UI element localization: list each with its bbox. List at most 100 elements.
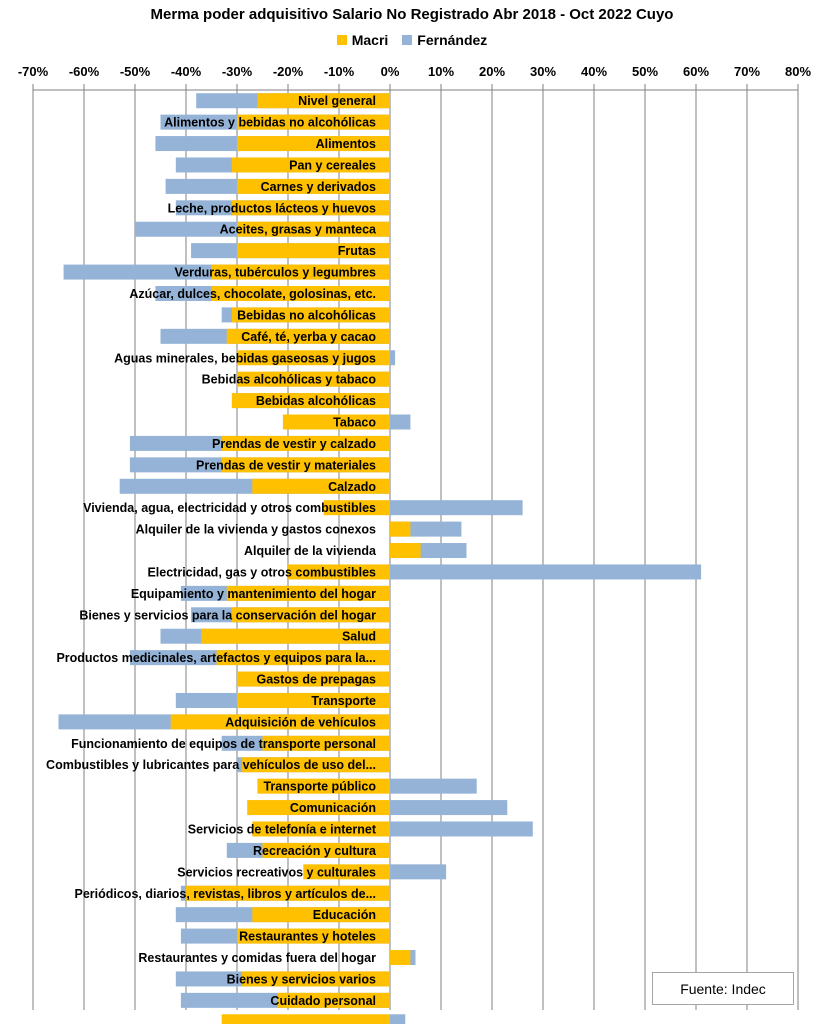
category-label: Combustibles y lubricantes para vehículo… xyxy=(46,758,376,772)
bar-macri xyxy=(257,778,390,794)
bar-fernandez xyxy=(390,350,396,366)
category-label: Gastos de prepagas xyxy=(257,673,377,687)
category-label: Nivel general xyxy=(298,94,376,108)
category-label: Azúcar, dulces, chocolate, golosinas, et… xyxy=(129,287,376,301)
bar-macri xyxy=(237,136,390,152)
bar-macri xyxy=(237,371,390,387)
bar-macri xyxy=(303,864,390,880)
category-label: Bienes y servicios para la conservación … xyxy=(79,608,376,622)
category-label: Calzado xyxy=(328,480,376,494)
category-label: Bebidas alcohólicas y tabaco xyxy=(202,373,377,387)
x-tick-label: 70% xyxy=(734,64,760,79)
bar-macri xyxy=(226,585,390,601)
x-tick-label: -20% xyxy=(273,64,304,79)
bar-fernandez xyxy=(390,564,702,580)
bar-fernandez xyxy=(390,500,523,516)
bar-macri xyxy=(170,714,390,730)
x-tick-label: 0% xyxy=(381,64,400,79)
bar-macri xyxy=(237,178,390,194)
x-tick-label: 20% xyxy=(479,64,505,79)
bar-macri xyxy=(237,221,390,237)
bar-macri xyxy=(226,328,390,344)
category-label: Servicios recreativos y culturales xyxy=(177,865,376,879)
x-tick-label: -30% xyxy=(222,64,253,79)
category-label: Prendas de vestir y materiales xyxy=(196,458,376,472)
bar-macri xyxy=(252,907,390,923)
x-tick-label: -60% xyxy=(69,64,100,79)
source-box: Fuente: Indec xyxy=(652,972,794,1005)
legend-entry-fernandez: Fernández xyxy=(402,32,487,48)
category-label: Verduras, tubérculos y legumbres xyxy=(175,266,377,280)
legend-label-fernandez: Fernández xyxy=(417,32,488,48)
category-label: Frutas xyxy=(338,244,376,258)
x-tick-label: 30% xyxy=(530,64,556,79)
bar-macri xyxy=(237,350,390,366)
category-label: Funcionamiento de equipos de transporte … xyxy=(71,737,376,751)
bar-macri xyxy=(231,607,390,623)
category-label: Productos medicinales, artefactos y equi… xyxy=(56,651,376,665)
bar-macri xyxy=(390,950,411,966)
bar-fernandez xyxy=(390,864,447,880)
bar-fernandez xyxy=(390,414,411,430)
bar-macri xyxy=(257,93,390,109)
bar-macri xyxy=(390,521,411,537)
category-label: Alquiler de la vivienda y gastos conexos xyxy=(136,523,376,537)
x-tick-label: 80% xyxy=(785,64,811,79)
bar-macri xyxy=(282,414,390,430)
bar-macri xyxy=(237,243,390,259)
category-label: Comunicación xyxy=(290,801,376,815)
bar-fernandez xyxy=(390,778,477,794)
category-label: Restaurantes y hoteles xyxy=(239,930,376,944)
category-label: Aceites, grasas y manteca xyxy=(220,223,377,237)
category-label: Restaurantes y comidas fuera del hogar xyxy=(138,951,376,965)
category-label: Educación xyxy=(313,908,376,922)
category-label: Bebidas no alcohólicas xyxy=(237,308,376,322)
category-label: Leche, productos lácteos y huevos xyxy=(168,201,376,215)
bar-macri xyxy=(221,1014,390,1024)
bar-macri xyxy=(237,114,390,130)
category-label: Vivienda, agua, electricidad y otros com… xyxy=(83,501,376,515)
category-label: Café, té, yerba y cacao xyxy=(241,330,376,344)
category-label: Recreación y cultura xyxy=(253,844,377,858)
x-tick-label: -10% xyxy=(324,64,355,79)
x-tick-label: 50% xyxy=(632,64,658,79)
category-label: Tabaco xyxy=(333,416,376,430)
bar-macri xyxy=(231,200,390,216)
category-label: Pan y cereales xyxy=(289,158,376,172)
bar-macri xyxy=(277,992,390,1008)
category-label: Electricidad, gas y otros combustibles xyxy=(147,565,376,579)
category-label: Alquiler de la vivienda xyxy=(244,544,377,558)
bar-macri xyxy=(242,757,390,773)
bar-macri xyxy=(252,821,390,837)
bar-macri xyxy=(237,671,390,687)
x-tick-label: -40% xyxy=(171,64,202,79)
bar-macri xyxy=(201,628,390,644)
category-label: Salud xyxy=(342,630,376,644)
category-label: Adquisición de vehículos xyxy=(225,715,376,729)
bar-macri xyxy=(231,157,390,173)
bar-macri xyxy=(221,457,390,473)
legend-swatch-fernandez xyxy=(402,35,413,45)
chart-title: Merma poder adquisitivo Salario No Regis… xyxy=(150,6,674,23)
legend: Macri Fernández xyxy=(0,32,824,48)
bar-macri xyxy=(262,842,390,858)
category-label: Transporte xyxy=(311,694,376,708)
bar-macri xyxy=(221,435,390,451)
legend-label-macri: Macri xyxy=(351,32,389,48)
category-label: Periódicos, diarios, revistas, libros y … xyxy=(74,887,376,901)
bar-fernandez xyxy=(390,800,508,816)
category-label: Aguas minerales, bebidas gaseosas y jugo… xyxy=(114,351,376,365)
category-label: Servicios de telefonía e internet xyxy=(188,822,377,836)
x-tick-label: 40% xyxy=(581,64,607,79)
category-label: Equipamiento y mantenimiento del hogar xyxy=(131,587,376,601)
bar-macri xyxy=(186,885,390,901)
bar-macri xyxy=(237,928,390,944)
source-label: Fuente: Indec xyxy=(680,980,766,997)
bar-fernandez xyxy=(390,821,533,837)
bar-macri xyxy=(211,285,390,301)
bar-macri xyxy=(231,307,390,323)
bar-macri xyxy=(211,264,390,280)
category-label: Bienes y servicios varios xyxy=(227,972,376,986)
x-tick-label: 10% xyxy=(428,64,454,79)
